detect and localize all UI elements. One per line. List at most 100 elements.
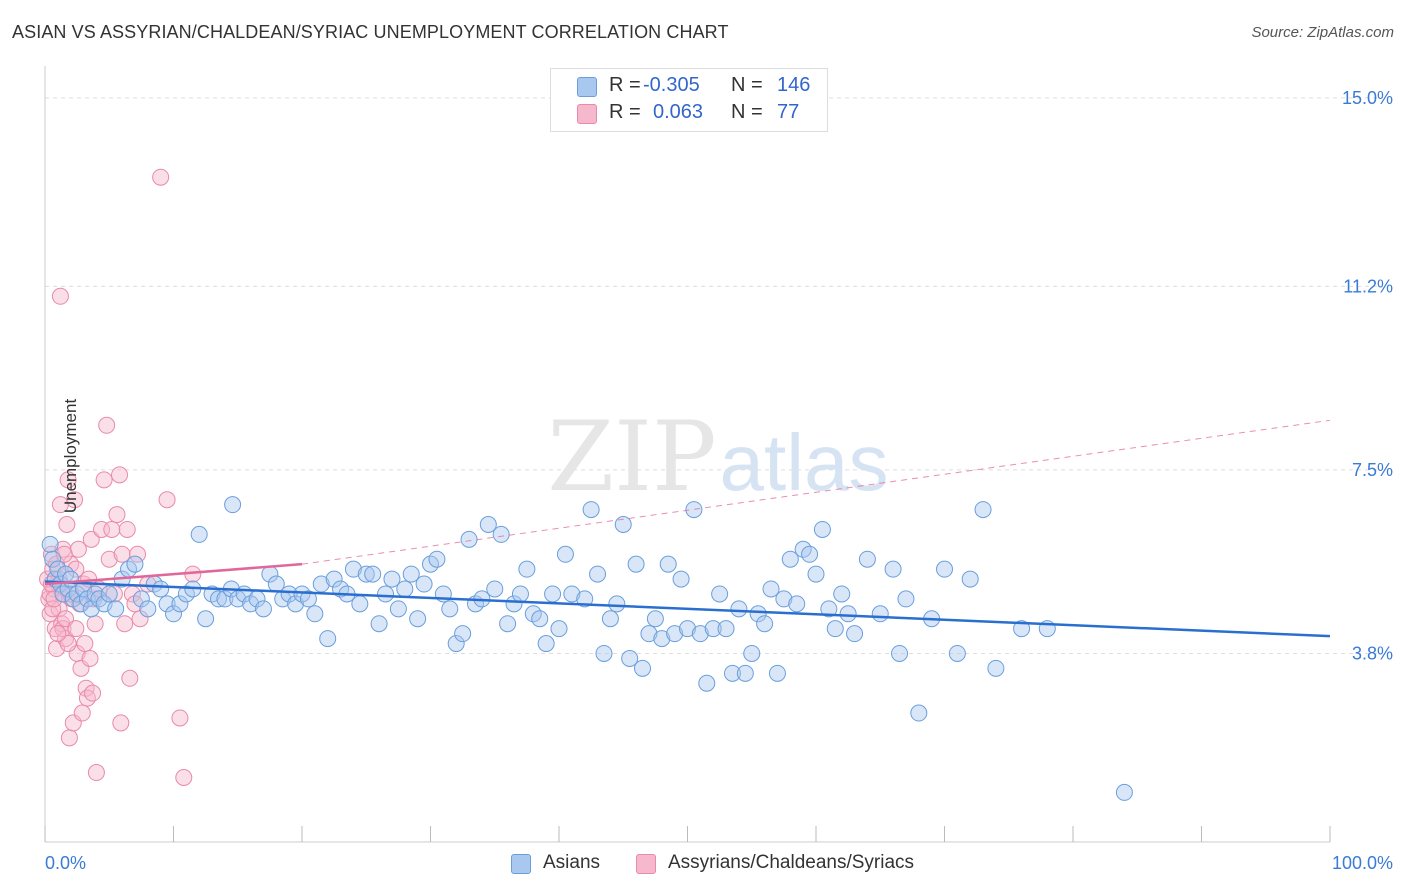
asian-point xyxy=(190,525,208,543)
assyrian-point xyxy=(103,520,121,538)
asian-point xyxy=(364,565,382,583)
asian-point xyxy=(891,644,909,662)
asian-point xyxy=(447,635,465,653)
y-tick-label: 7.5% xyxy=(1352,460,1393,480)
asian-point xyxy=(396,580,414,598)
assyrian-point xyxy=(95,471,113,489)
asian-point xyxy=(486,580,504,598)
asian-point xyxy=(768,664,786,682)
assyrian-point xyxy=(158,491,176,509)
asian-point xyxy=(409,610,427,628)
assyrian-point xyxy=(78,689,96,707)
asian-point xyxy=(377,585,395,603)
asian-point xyxy=(505,595,523,613)
legend-n-label: N = xyxy=(731,74,763,96)
asian-point xyxy=(254,600,272,618)
asian-point xyxy=(813,520,831,538)
asian-point xyxy=(884,560,902,578)
x-tick-label: 100.0% xyxy=(1332,853,1393,873)
asian-point xyxy=(871,605,889,623)
source-label: Source: ZipAtlas.com xyxy=(1251,24,1394,41)
asian-point xyxy=(743,644,761,662)
bottom-legend-assyrian: Assyrians/Chaldeans/Syriacs xyxy=(636,852,936,876)
assyrian-point xyxy=(100,550,118,568)
asian-point xyxy=(454,625,472,643)
asian-point xyxy=(389,600,407,618)
legend-row-asian: R = -0.305 N = 146 xyxy=(577,74,817,100)
asian-point xyxy=(936,560,953,578)
assyrian-point xyxy=(108,506,126,524)
asian-point xyxy=(319,630,337,648)
legend-r-label: R = xyxy=(609,74,641,96)
asian-point xyxy=(659,555,677,573)
y-tick-label: 11.2% xyxy=(1343,276,1393,296)
bottom-legend-assyrian-label: Assyrians/Chaldeans/Syriacs xyxy=(668,852,915,873)
chart-title: ASIAN VS ASSYRIAN/CHALDEAN/SYRIAC UNEMPL… xyxy=(12,22,729,42)
legend-row-assyrian: R = 0.063 N = 77 xyxy=(577,101,817,127)
assyrian-point xyxy=(60,729,78,747)
asian-point xyxy=(608,595,626,613)
assyrian-point xyxy=(86,615,104,633)
trend-lines xyxy=(44,419,1331,638)
asian-swatch xyxy=(577,77,597,97)
asian-point xyxy=(640,625,658,643)
watermark: ZIP atlas xyxy=(547,401,888,513)
assyrian-point xyxy=(81,649,99,667)
asian-point xyxy=(653,630,671,648)
asian-point xyxy=(698,674,716,692)
assyrian-point xyxy=(118,520,136,538)
asian-point xyxy=(197,610,215,628)
asian-point xyxy=(846,625,864,643)
assyrian-point xyxy=(51,287,69,305)
asian-point xyxy=(589,565,607,583)
asian-point xyxy=(974,501,992,519)
assyrian-point xyxy=(59,471,77,489)
assyrian-point xyxy=(57,610,75,628)
asian-point xyxy=(511,585,529,603)
asian-point xyxy=(402,565,420,583)
asian-point xyxy=(171,595,189,613)
assyrian-point xyxy=(82,530,100,548)
asian-point xyxy=(627,555,645,573)
asian-point xyxy=(100,585,118,603)
asian-point xyxy=(165,605,182,623)
assyrian-point xyxy=(59,635,77,653)
y-tick-label: 3.8% xyxy=(1352,643,1393,663)
asian-point xyxy=(209,590,227,608)
asian-point xyxy=(756,615,774,633)
asian-point xyxy=(287,595,305,613)
assyrian-swatch xyxy=(577,104,597,124)
asian-point xyxy=(858,550,876,568)
asian-point xyxy=(370,615,388,633)
asian-point xyxy=(325,570,343,588)
asian-point xyxy=(717,620,735,638)
asian-point xyxy=(749,605,767,623)
assyrian-point xyxy=(67,620,85,638)
assyrian-point xyxy=(76,635,94,653)
assyrian-point xyxy=(112,714,130,732)
asian-point xyxy=(775,590,793,608)
asian-point xyxy=(550,620,568,638)
asian-point xyxy=(41,535,59,553)
asian-point xyxy=(788,595,806,613)
assyrian-point xyxy=(73,704,91,722)
asian-point xyxy=(621,649,639,667)
assyrian-point xyxy=(93,520,111,538)
y-axis-label: Unemployment xyxy=(61,398,81,514)
assyrian-point xyxy=(105,585,123,603)
asian-point xyxy=(306,605,324,623)
asian-point xyxy=(910,704,928,722)
asian-point xyxy=(634,659,652,677)
assyrian-point xyxy=(111,466,129,484)
asian-point xyxy=(1115,783,1133,801)
asian-point xyxy=(499,615,517,633)
asian-point xyxy=(216,590,234,608)
asian-point xyxy=(441,600,459,618)
asian-point xyxy=(357,565,375,583)
asian-point xyxy=(1013,620,1031,638)
y-tick-label: 15.0% xyxy=(1342,88,1393,108)
asian-point xyxy=(987,659,1005,677)
asian-point xyxy=(544,585,562,603)
correlation-legend: R = -0.305 N = 146 R = 0.063 N = 77 xyxy=(550,68,828,132)
